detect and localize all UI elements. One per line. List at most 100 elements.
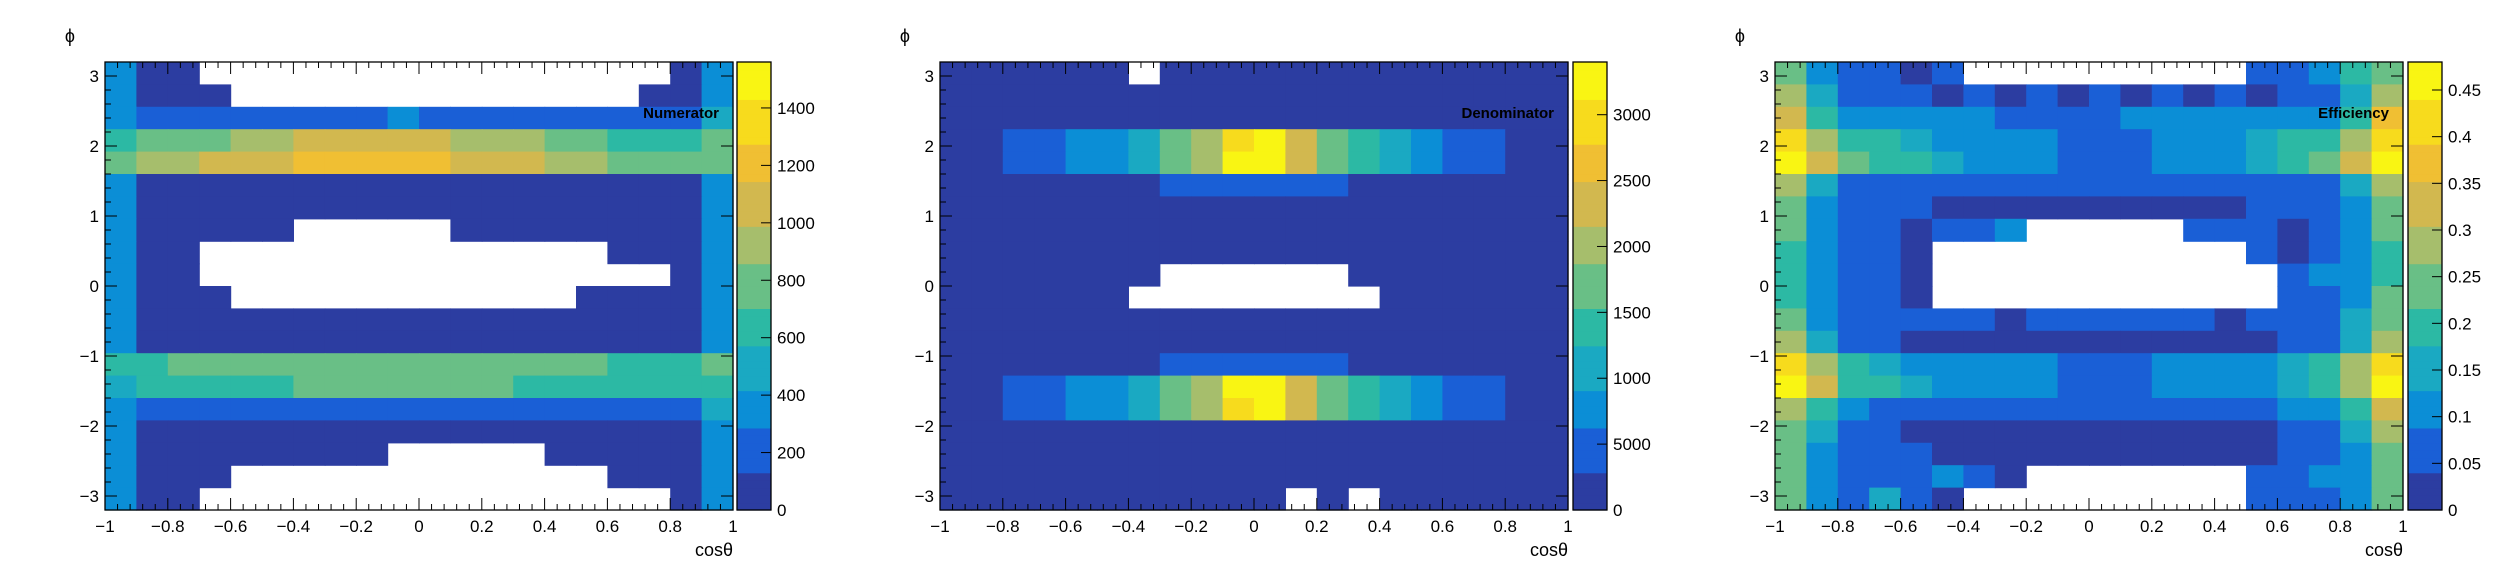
color-scale-band: [737, 271, 771, 280]
color-scale-band: [737, 248, 771, 257]
heatmap-cell: [230, 218, 263, 242]
heatmap-cells: [940, 62, 1569, 511]
color-scale-band: [1573, 308, 1607, 317]
heatmap-cell: [1869, 196, 1902, 220]
heatmap-cell: [1963, 375, 1996, 399]
heatmap-cell: [481, 398, 514, 421]
heatmap-cell: [1505, 196, 1538, 220]
color-scale-band: [737, 263, 771, 272]
heatmap-cell: [2089, 129, 2121, 153]
heatmap-cell: [450, 308, 483, 332]
heatmap-cell: [1869, 398, 1902, 421]
heatmap-cell: [2340, 196, 2373, 220]
heatmap-cell: [481, 420, 514, 444]
heatmap-cell: [1285, 129, 1318, 153]
heatmap-cell: [167, 442, 200, 466]
heatmap-cell: [419, 353, 451, 377]
color-scale-band: [2408, 91, 2442, 100]
heatmap-cell: [1159, 353, 1192, 377]
color-scale-band: [2408, 308, 2442, 317]
heatmap-cell: [1806, 106, 1839, 130]
heatmap-cell: [1869, 330, 1902, 354]
color-scale-band: [737, 435, 771, 444]
heatmap-cell: [2151, 129, 2184, 153]
heatmap-cell: [1285, 330, 1318, 354]
heatmap-cell: [701, 442, 734, 466]
heatmap-cell: [2308, 286, 2341, 309]
heatmap-cell: [1869, 353, 1902, 377]
heatmap-cell: [1034, 106, 1067, 130]
heatmap-cell: [2340, 308, 2373, 332]
heatmap-cell: [136, 330, 169, 354]
heatmap-cell: [607, 420, 640, 444]
color-scale-band: [737, 390, 771, 399]
color-scale-band: [737, 136, 771, 145]
color-scale-band: [1573, 278, 1607, 287]
heatmap-cell: [1285, 398, 1318, 421]
color-scale-band: [737, 427, 771, 436]
color-scale-band: [737, 84, 771, 93]
heatmap-cell: [2308, 218, 2341, 242]
heatmap-cell: [638, 151, 671, 175]
heatmap-cell: [2246, 330, 2278, 354]
heatmap-cell: [1034, 353, 1067, 377]
color-scale-band: [2408, 62, 2442, 71]
heatmap-cell: [1002, 106, 1035, 130]
heatmap-cell: [2057, 420, 2090, 444]
color-scale-band: [737, 502, 771, 511]
color-scale-frame: [2407, 61, 2443, 511]
z-tick-label: 1000: [777, 214, 815, 233]
heatmap-cell: [670, 308, 703, 332]
heatmap-cell: [1097, 398, 1129, 421]
heatmap-cell: [544, 308, 577, 332]
heatmap-cell: [2246, 62, 2278, 85]
heatmap-cell: [2089, 84, 2121, 108]
heatmap-cell: [1285, 84, 1318, 108]
color-scale-band: [737, 62, 771, 71]
heatmap-cell: [1411, 442, 1443, 466]
heatmap-cell: [2340, 465, 2373, 489]
heatmap-cell: [513, 308, 546, 332]
x-tick-label: 0: [414, 517, 423, 536]
heatmap-cell: [1159, 84, 1192, 108]
heatmap-cell: [1222, 398, 1255, 421]
heatmap-cell: [1837, 465, 1870, 489]
heatmap-cell: [1348, 106, 1381, 130]
heatmap-cell: [387, 151, 420, 175]
heatmap-cell: [2057, 151, 2090, 175]
heatmap-cell: [1128, 196, 1161, 220]
heatmap-cell: [1900, 420, 1933, 444]
heatmap-cell: [2120, 129, 2153, 153]
color-scale-band: [1573, 450, 1607, 459]
heatmap-cell: [2183, 174, 2216, 197]
heatmap-cell: [230, 174, 263, 197]
heatmap-cell: [293, 398, 326, 421]
heatmap-cell: [136, 286, 169, 309]
heatmap-cell: [1806, 420, 1839, 444]
color-scale-band: [1573, 435, 1607, 444]
color-scale-band: [2408, 427, 2442, 436]
heatmap-cell: [1097, 465, 1129, 489]
heatmap-cell: [1411, 241, 1443, 265]
heatmap-cell: [670, 330, 703, 354]
heatmap-cell: [1097, 330, 1129, 354]
heatmap-cell: [2026, 151, 2059, 175]
y-axis: −3 −2 −1 0 1 2 3 ϕ: [65, 26, 733, 511]
z-tick-label: 600: [777, 329, 805, 348]
heatmap-cell: [1065, 330, 1098, 354]
heatmap-cell: [1254, 375, 1286, 399]
heatmap-cell: [1097, 263, 1129, 287]
heatmap-cell: [356, 353, 389, 377]
heatmap-cell: [1254, 465, 1286, 489]
heatmap-cell: [1932, 465, 1964, 489]
heatmap-cell: [387, 106, 420, 130]
heatmap-cell: [1442, 263, 1475, 287]
heatmap-cell: [2371, 196, 2404, 220]
heatmap-cell: [105, 353, 137, 377]
heatmap-cell: [293, 129, 326, 153]
x-tick-label: 0.6: [2266, 517, 2290, 536]
heatmap-cell: [2089, 375, 2121, 399]
color-scale-band: [1573, 345, 1607, 354]
heatmap-cell: [1932, 375, 1964, 399]
heatmap-cell: [1159, 241, 1192, 265]
